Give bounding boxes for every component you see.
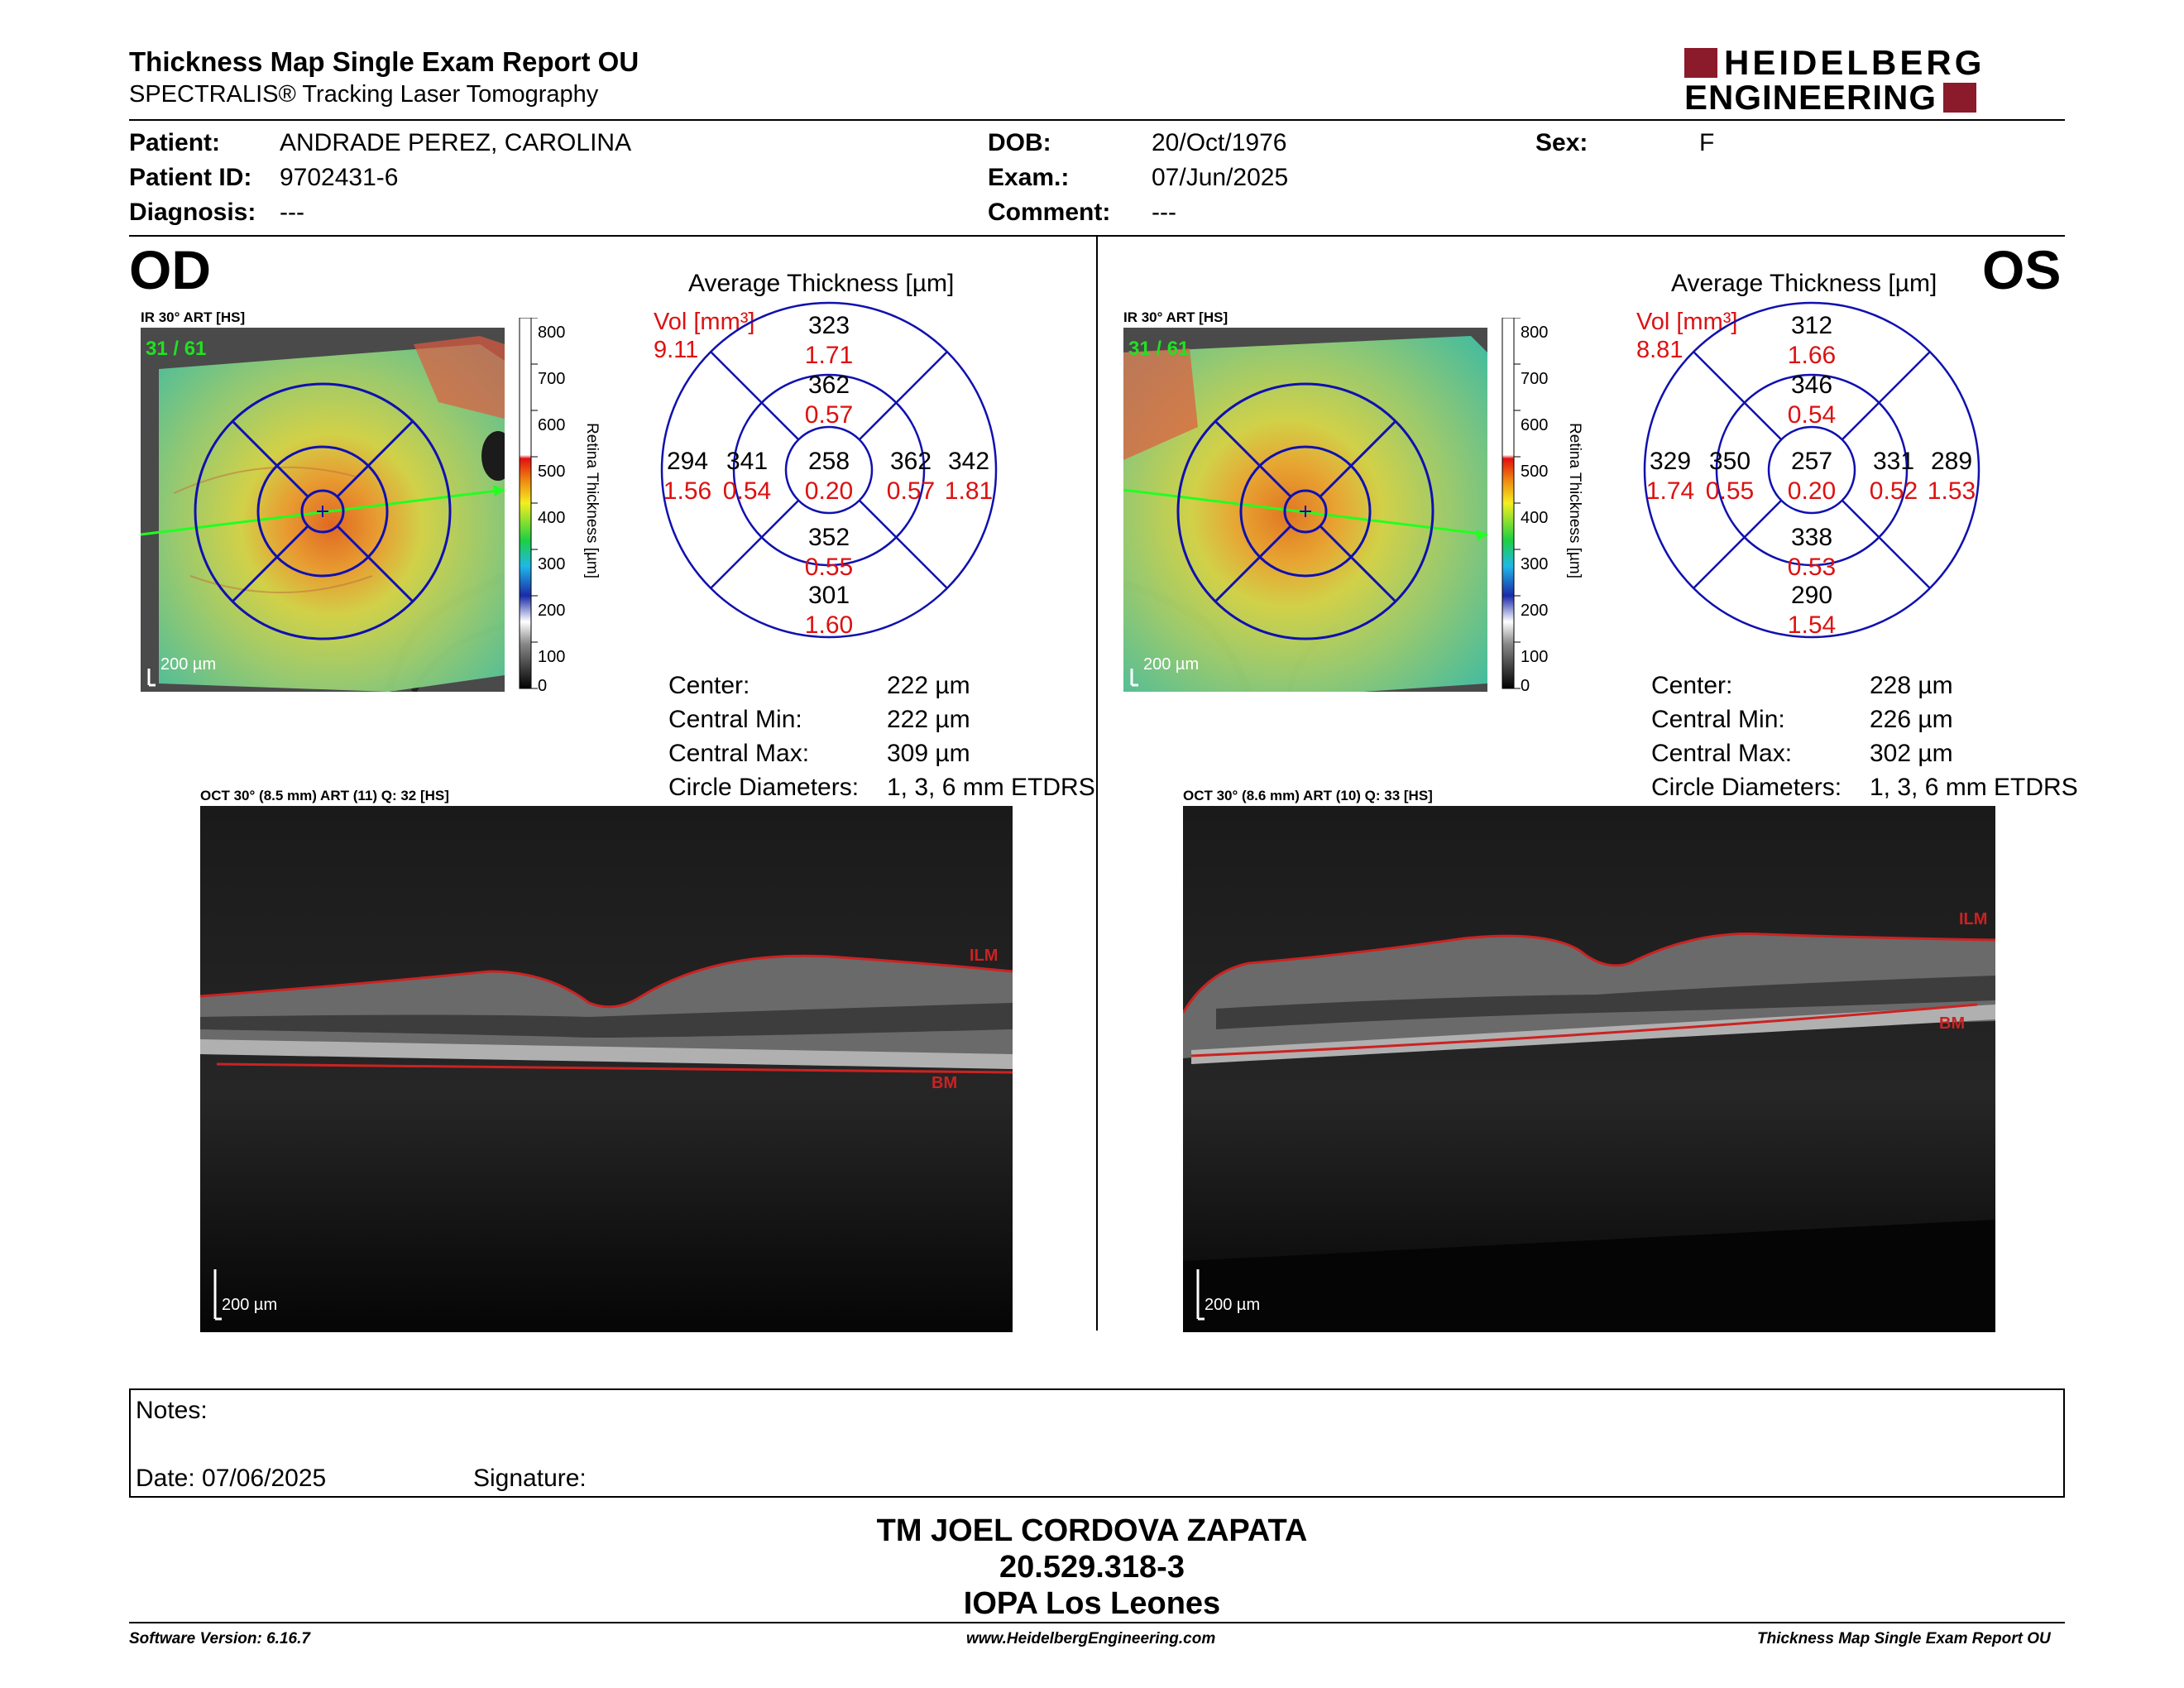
software-version: Software Version: 6.16.7 <box>129 1630 310 1647</box>
footer-report-title: Thickness Map Single Exam Report OU <box>1757 1630 2051 1647</box>
diagnosis-value: --- <box>280 199 304 226</box>
dob-value: 20/Oct/1976 <box>1152 129 1287 156</box>
patient-id-label: Patient ID: <box>129 164 252 191</box>
os-outer-nasal: 329 1.74 <box>1645 448 1695 505</box>
os-inner-temporal: 331 0.52 <box>1869 448 1918 505</box>
od-inner-nasal: 362 0.57 <box>886 448 936 505</box>
od-inner-superior: 362 0.57 <box>804 372 854 429</box>
signer-block: TM JOEL CORDOVA ZAPATA 20.529.318-3 IOPA… <box>0 1513 2184 1622</box>
od-stats: Center: 222 µm Central Min: 222 µm Central… <box>668 672 1095 801</box>
od-avg-thickness-title: Average Thickness [µm] <box>688 270 955 297</box>
signer-name: TM JOEL CORDOVA ZAPATA <box>876 1513 1308 1548</box>
od-scale-title: Retina Thickness [µm] <box>583 423 601 578</box>
comment-value: --- <box>1152 199 1176 226</box>
os-fundus-image: 31 / 61 200 µm <box>1122 328 1488 693</box>
os-thickness-scale: 800 700 600 500 400 300 200 100 0 Retina Thic… <box>1496 318 1595 698</box>
comment-label: Comment: <box>988 199 1111 226</box>
os-avg-thickness-title: Average Thickness [µm] <box>1671 270 1937 297</box>
od-ilm-label: ILM <box>970 947 999 965</box>
dob-label: DOB: <box>988 129 1051 156</box>
report-subtitle: SPECTRALIS® Tracking Laser Tomography <box>129 81 599 108</box>
eye-divider <box>1096 237 1098 1331</box>
notes-label: Notes: <box>136 1397 208 1424</box>
os-scale-bar-label: 200 µm <box>1143 655 1200 674</box>
date-label: Date: 07/06/2025 <box>136 1465 327 1492</box>
signer-place: IOPA Los Leones <box>963 1586 1221 1621</box>
os-scale-title: Retina Thickness [µm] <box>1566 423 1583 578</box>
os-frame-counter: 31 / 61 <box>1128 338 1190 360</box>
od-thickness-scale: 800 700 600 500 400 300 200 100 0 Retina Thic… <box>513 318 612 698</box>
od-inner-inferior: 352 0.55 <box>804 524 854 581</box>
od-bm-label: BM <box>932 1074 958 1092</box>
os-stats: Center: 228 µm Central Min: 226 µm Central… <box>1651 672 2078 801</box>
signature-label: Signature: <box>473 1465 587 1492</box>
os-inner-nasal: 350 0.55 <box>1705 448 1755 505</box>
od-inner-temporal: 341 0.54 <box>722 448 772 505</box>
od-oct-scale-label: 200 µm <box>222 1296 278 1314</box>
od-frame-counter: 31 / 61 <box>146 338 207 360</box>
od-oct-bscan: ILM BM 200 µm <box>199 806 1013 1332</box>
od-ir-label: IR 30° ART [HS] <box>141 309 246 325</box>
patient-id: 9702431-6 <box>280 164 399 191</box>
os-center: 257 0.20 <box>1787 448 1837 505</box>
os-ir-label: IR 30° ART [HS] <box>1123 309 1228 325</box>
report-title: Thickness Map Single Exam Report OU <box>129 46 639 77</box>
website-link[interactable]: www.HeidelbergEngineering.com <box>966 1630 1216 1647</box>
exam-value: 07/Jun/2025 <box>1152 164 1289 191</box>
diagnosis-label: Diagnosis: <box>129 199 256 226</box>
od-etdrs-grid: 323 1.71 362 0.57 294 1.56 341 0.54 258 0.20 … <box>659 300 999 640</box>
os-scale-ticks: 800 700 600 500 400 300 200 100 <box>1521 324 1549 666</box>
exam-label: Exam.: <box>988 164 1070 191</box>
os-inner-inferior: 338 0.53 <box>1787 524 1837 581</box>
os-etdrs-grid: 312 1.66 346 0.54 329 1.74 350 0.55 257 0.20 … <box>1641 300 1982 640</box>
os-outer-inferior: 290 1.54 <box>1787 582 1837 639</box>
od-outer-nasal: 342 1.81 <box>944 448 994 505</box>
os-oct-bscan: ILM BM 200 µm <box>1181 806 1996 1332</box>
od-scale-ticks: 800 700 600 500 400 300 200 100 <box>538 324 566 666</box>
heidelberg-logo: HEIDELBERG ENGINEERING <box>1684 43 1985 117</box>
sex-value: F <box>1699 129 1715 156</box>
patient-name: ANDRADE PEREZ, CAROLINA <box>280 129 632 156</box>
notes-box: Notes: Date: 07/06/2025 Signature: <box>129 1388 2065 1498</box>
os-oct-label: OCT 30° (8.6 mm) ART (10) Q: 33 [HS] <box>1183 788 1433 803</box>
od-outer-superior: 323 1.71 <box>804 312 854 369</box>
os-oct-scale-label: 200 µm <box>1205 1296 1261 1314</box>
od-eye-label: OD <box>129 239 211 300</box>
signer-rut: 20.529.318-3 <box>999 1550 1185 1585</box>
os-ilm-label: ILM <box>1959 910 1988 928</box>
od-oct-label: OCT 30° (8.5 mm) ART (11) Q: 32 [HS] <box>200 788 449 803</box>
os-inner-superior: 346 0.54 <box>1787 372 1837 429</box>
od-outer-inferior: 301 1.60 <box>804 582 854 639</box>
od-center: 258 0.20 <box>804 448 854 505</box>
os-eye-label: OS <box>1982 239 2062 300</box>
os-outer-temporal: 289 1.53 <box>1927 448 1976 505</box>
os-bm-label: BM <box>1939 1014 1966 1033</box>
od-fundus-image: 31 / 61 200 µm <box>140 328 515 693</box>
sex-label: Sex: <box>1535 129 1588 156</box>
od-scale-bar-label: 200 µm <box>160 655 217 674</box>
od-outer-temporal: 294 1.56 <box>663 448 712 505</box>
os-outer-superior: 312 1.66 <box>1787 312 1837 369</box>
patient-label: Patient: <box>129 129 221 156</box>
